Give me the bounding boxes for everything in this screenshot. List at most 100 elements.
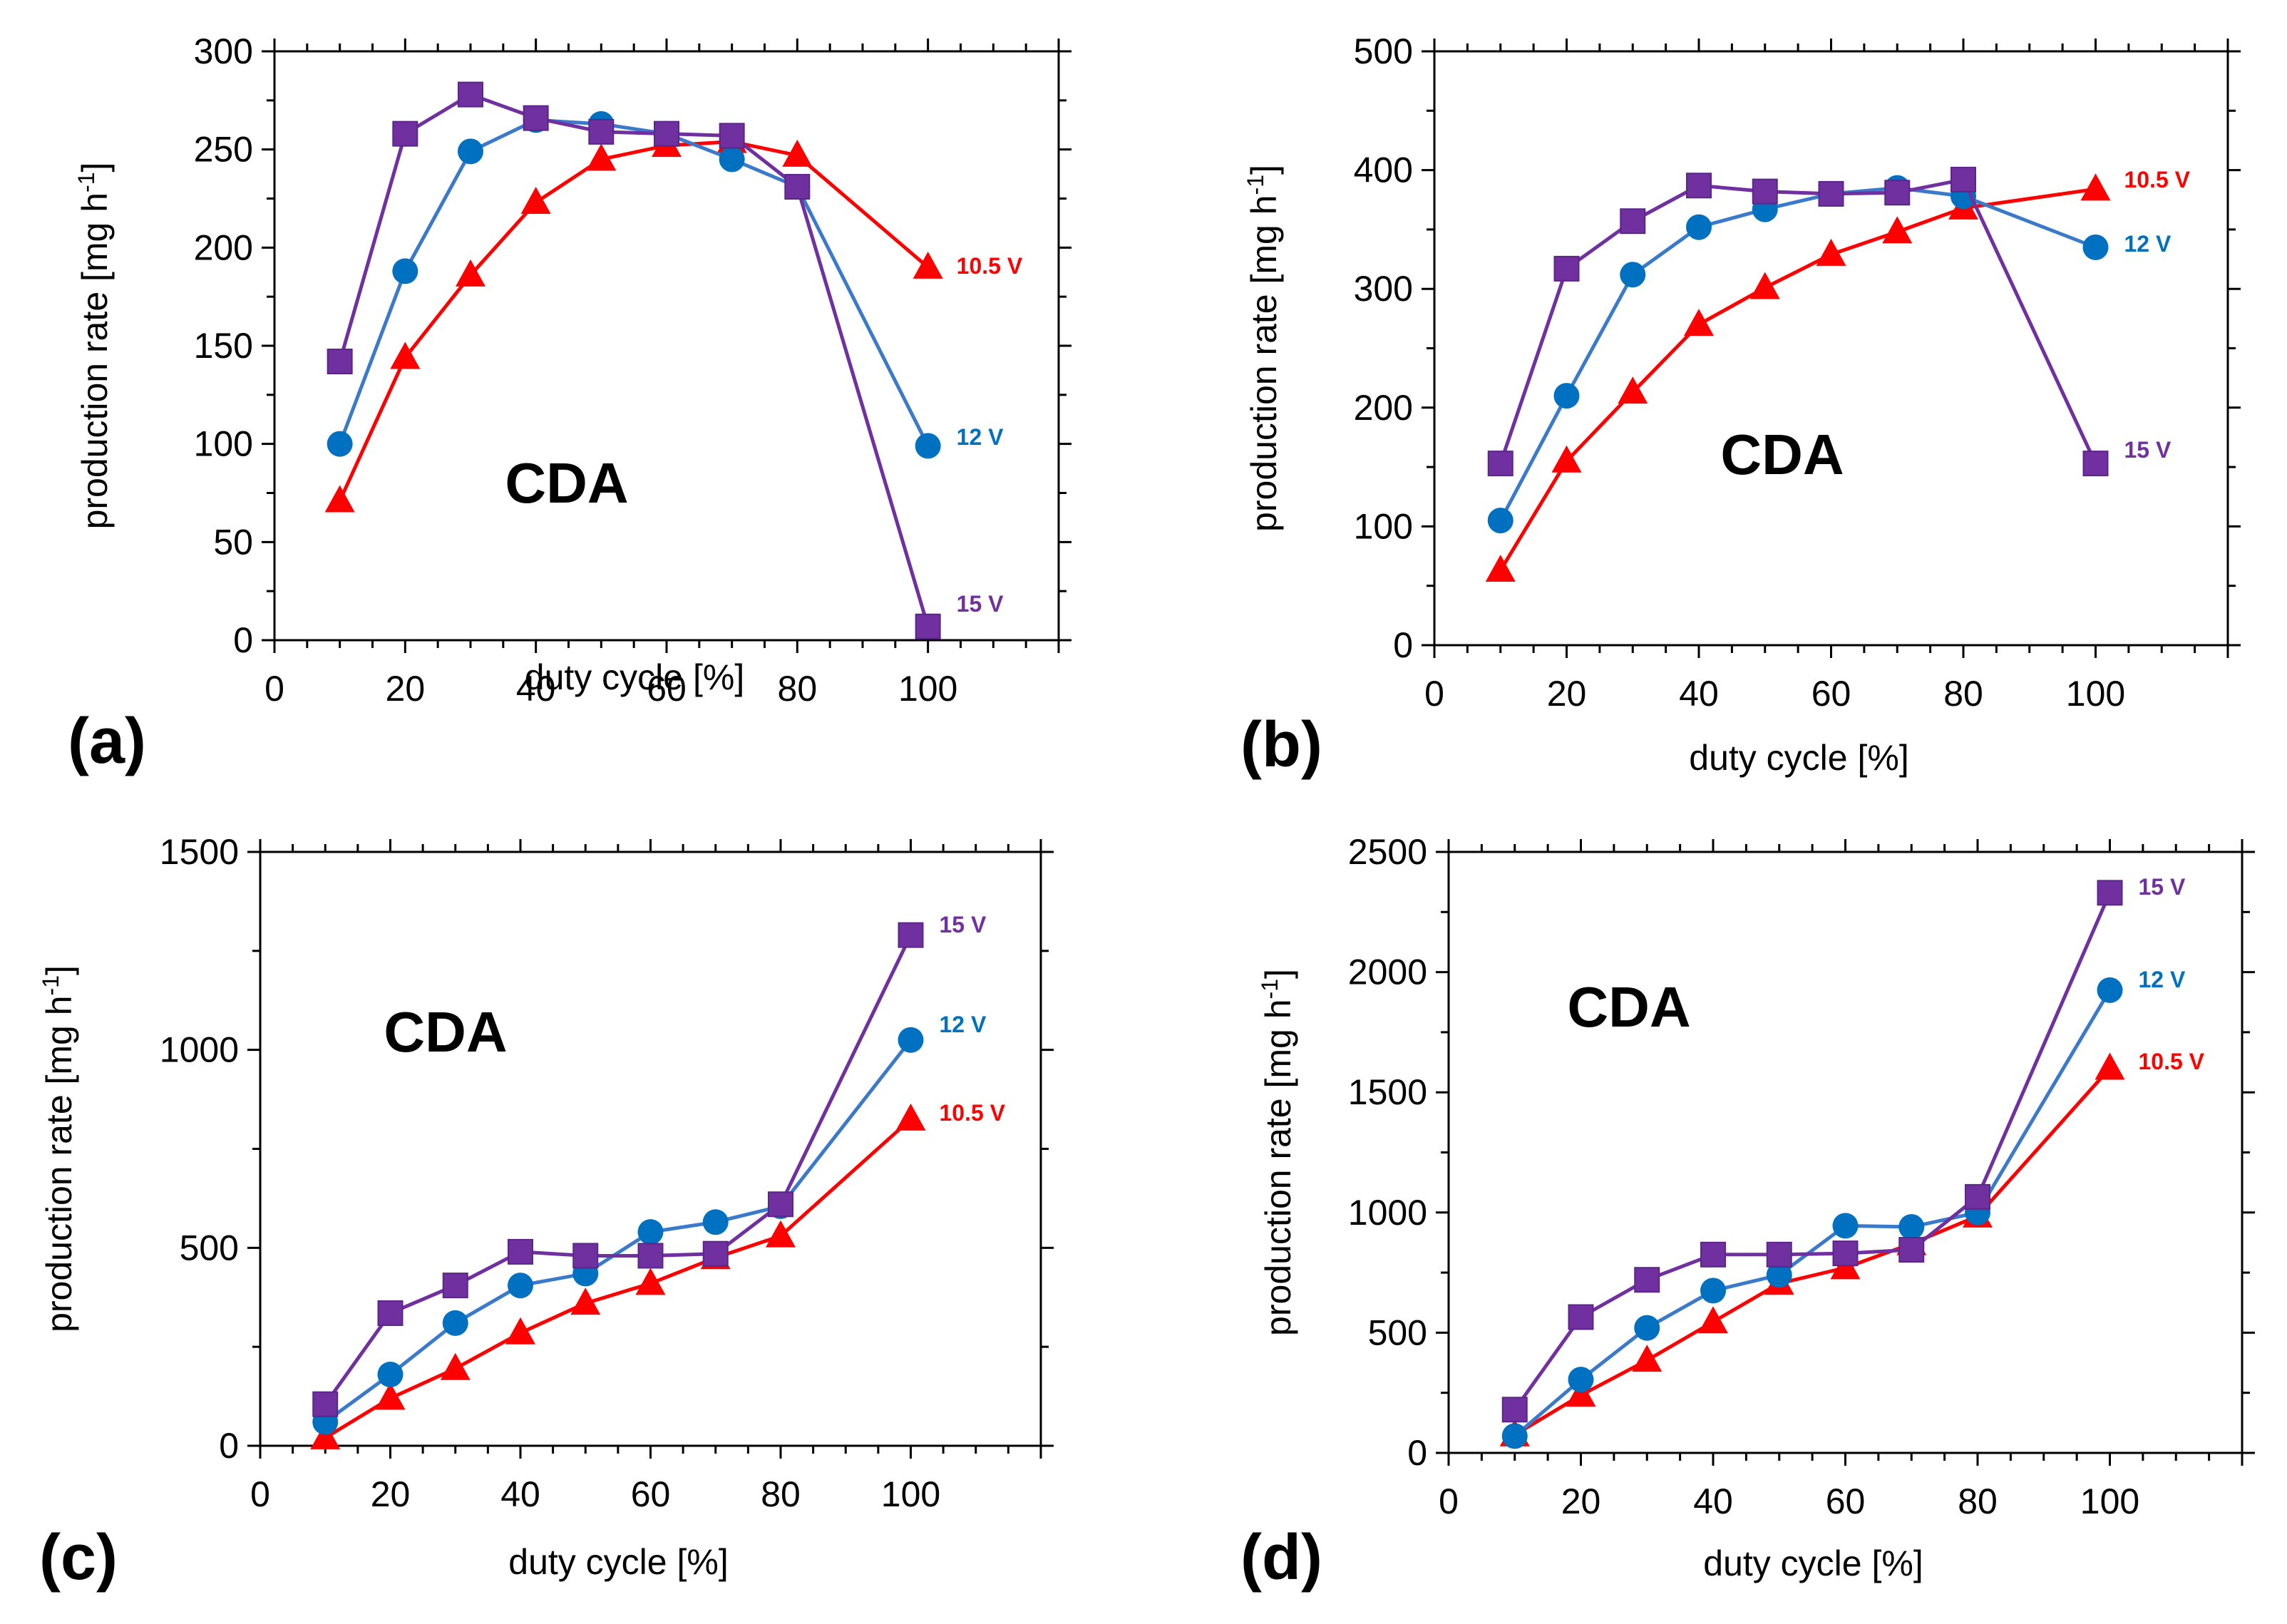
y-tick-label: 1000 xyxy=(160,1030,239,1070)
data-point-triangle xyxy=(2080,173,2111,201)
y-tick-label: 200 xyxy=(1354,388,1413,428)
data-point-square xyxy=(898,922,924,948)
x-tick-label: 40 xyxy=(516,669,556,709)
data-point-square xyxy=(1686,173,1712,199)
y-axis-title: production rate [mg h-1] xyxy=(38,965,79,1332)
x-tick-label: 60 xyxy=(1811,674,1851,714)
data-point-circle xyxy=(1700,1278,1726,1304)
data-point-circle xyxy=(1487,508,1513,534)
series-label: 10.5 V xyxy=(2124,167,2191,192)
series-label: 12 V xyxy=(2124,231,2172,257)
y-axis-title-end: ] xyxy=(1244,165,1284,175)
x-tick-label: 100 xyxy=(2080,1481,2139,1521)
data-point-circle xyxy=(392,258,418,284)
plot-frame xyxy=(1433,50,2229,647)
data-point-triangle xyxy=(1618,376,1648,404)
cda-annotation: CDA xyxy=(1567,975,1690,1039)
chart-panel-1: 0 20 40 60 80 100 0 50 100 150 200 250 300 duty cycle… xyxy=(68,31,1071,777)
x-tick-label: 80 xyxy=(778,669,818,709)
data-point-square xyxy=(768,1191,793,1218)
x-tick-label: 100 xyxy=(881,1474,940,1514)
series-line xyxy=(338,93,930,627)
series-label: 10.5 V xyxy=(957,253,1023,279)
series-label: 10.5 V xyxy=(2139,1049,2205,1074)
data-point-square xyxy=(327,349,353,375)
series-label: 10.5 V xyxy=(940,1100,1006,1126)
data-point-triangle xyxy=(913,251,943,279)
series-label: 15 V xyxy=(2124,437,2172,463)
series-label: 12 V xyxy=(940,1012,987,1037)
series-label: 15 V xyxy=(940,912,987,937)
series-12-V: 12 V xyxy=(327,107,1004,459)
x-tick-label: 60 xyxy=(647,669,687,709)
x-tick-label: 0 xyxy=(1424,674,1444,714)
chart-panel-2: 0 20 40 60 80 100 0 100 200 300 400 500 duty cycle [… xyxy=(1240,31,2241,781)
series-label: 12 V xyxy=(957,424,1004,450)
x-tick-label: 80 xyxy=(1958,1481,1998,1521)
y-tick-label: 50 xyxy=(213,522,253,562)
y-tick-label: 500 xyxy=(1368,1312,1427,1352)
series-12-V: 12 V xyxy=(312,1012,987,1435)
data-point-triangle xyxy=(895,1103,926,1131)
data-point-triangle xyxy=(1684,309,1714,336)
x-axis-title: duty cycle [%] xyxy=(1703,1543,1923,1583)
data-point-square xyxy=(2097,880,2123,906)
data-point-square xyxy=(508,1238,533,1265)
data-point-triangle xyxy=(1632,1345,1662,1372)
data-point-triangle xyxy=(570,1288,601,1315)
data-point-square xyxy=(1951,166,1976,192)
series-15-V: 15 V xyxy=(1501,874,2186,1423)
x-tick-label: 0 xyxy=(250,1474,270,1514)
x-tick-label: 0 xyxy=(1439,1481,1459,1521)
y-tick-label: 1500 xyxy=(1348,1072,1427,1112)
data-point-square xyxy=(572,1243,599,1269)
y-axis-title-sup: -1 xyxy=(73,172,99,192)
data-point-circle xyxy=(1568,1367,1594,1393)
y-tick-label: 0 xyxy=(1393,625,1413,665)
x-tick-label: 80 xyxy=(1943,674,1983,714)
plot-frame xyxy=(259,850,1042,1447)
x-axis-title: duty cycle [%] xyxy=(1689,738,1908,778)
x-tick-label: 20 xyxy=(386,669,426,709)
data-point-circle xyxy=(442,1310,468,1336)
series-15-V: 15 V xyxy=(312,912,987,1417)
data-point-triangle xyxy=(375,1382,406,1410)
y-tick-label: 200 xyxy=(194,227,253,267)
y-axis-title-sup: -1 xyxy=(1243,175,1268,195)
data-point-circle xyxy=(1501,1423,1528,1449)
y-axis-title: production rate [mg h-1] xyxy=(1243,165,1284,532)
data-point-triangle xyxy=(782,139,813,167)
data-point-square xyxy=(458,81,483,108)
x-tick-label: 60 xyxy=(1826,1481,1866,1521)
data-point-triangle xyxy=(505,1317,535,1345)
series-line xyxy=(1513,892,2112,1411)
y-tick-label: 1000 xyxy=(1348,1193,1427,1233)
y-tick-label: 500 xyxy=(180,1228,239,1268)
y-tick-label: 2000 xyxy=(1348,952,1427,992)
x-axis-title: duty cycle [%] xyxy=(525,657,744,697)
series-10-5-V: 10.5 V xyxy=(324,125,1023,513)
data-point-square xyxy=(1818,180,1844,207)
panel-label: (a) xyxy=(68,706,146,777)
data-point-triangle xyxy=(390,341,421,369)
y-tick-label: 100 xyxy=(1354,506,1413,546)
data-point-circle xyxy=(1620,262,1646,288)
x-tick-label: 20 xyxy=(371,1474,411,1514)
data-point-triangle xyxy=(1749,272,1780,299)
y-axis-title-main: production rate [mg h xyxy=(1244,195,1284,532)
data-point-circle xyxy=(1766,1262,1792,1288)
series-line xyxy=(324,1039,913,1424)
data-point-triangle xyxy=(324,485,355,513)
data-point-square xyxy=(1568,1304,1594,1330)
series-10-5-V: 10.5 V xyxy=(310,1100,1006,1449)
cda-annotation: CDA xyxy=(1720,423,1844,486)
data-point-circle xyxy=(702,1209,729,1235)
data-point-square xyxy=(1487,451,1513,477)
x-tick-label: 20 xyxy=(1547,674,1587,714)
data-point-circle xyxy=(2082,234,2109,260)
data-point-circle xyxy=(1832,1213,1859,1239)
y-axis-title-sup: -1 xyxy=(1257,979,1283,999)
